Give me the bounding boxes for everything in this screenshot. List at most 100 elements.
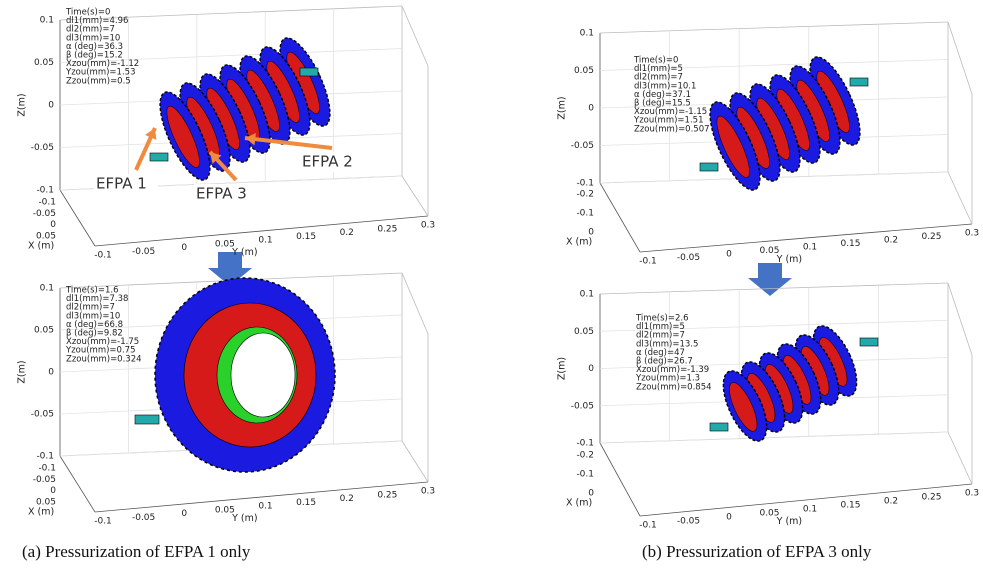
x-tick-label: 0	[50, 486, 56, 496]
z-axis-label: Z(m)	[17, 360, 28, 383]
y-tick-label: 0.05	[759, 509, 779, 519]
robot-illustration	[149, 37, 331, 181]
robot-end	[299, 67, 319, 77]
y-tick-label: 0.15	[296, 498, 316, 508]
axis-edge	[599, 182, 641, 253]
y-tick-label: 0.2	[340, 494, 354, 504]
callout-bg	[300, 152, 364, 172]
callout-label: EFPA 1	[96, 175, 147, 193]
x-tick-label: 0	[50, 220, 56, 230]
robot-end	[709, 422, 729, 432]
z-tick-label: 0.1	[40, 284, 54, 294]
y-axis-label: Y (m)	[231, 513, 258, 524]
state-readout: β (deg)=15.2	[66, 51, 123, 61]
axis-edge	[401, 175, 429, 217]
y-tick-label: 0.05	[215, 505, 235, 515]
y-tick-label: 0.1	[803, 505, 817, 515]
x-tick-label: -0.1	[576, 470, 594, 480]
axis-edge	[401, 440, 429, 483]
y-axis-label: Y (m)	[231, 247, 258, 258]
y-tick-label: -0.1	[94, 517, 112, 527]
axis-edge	[59, 189, 96, 247]
y-tick-label: 0	[726, 513, 732, 523]
axis-edge	[401, 5, 429, 67]
callout-arrowhead	[145, 128, 157, 140]
callout-label: EFPA 3	[196, 185, 247, 203]
y-tick-label: 0	[181, 243, 187, 253]
y-tick-label: 0.1	[258, 502, 272, 512]
x-tick-label: -0.1	[576, 209, 594, 219]
state-readout: Xzou(mm)=-1.39	[636, 365, 709, 375]
state-readout: Xzou(mm)=-1.12	[66, 59, 139, 69]
z-tick-label: -0.1	[36, 452, 54, 462]
y-tick-label: 0.15	[840, 501, 860, 511]
z-tick-label: 0	[48, 368, 54, 378]
axis-edge	[599, 21, 949, 34]
state-readout: β (deg)=15.5	[634, 99, 691, 109]
state-readout: dl2(mm)=7	[634, 73, 683, 83]
x-axis-label: X (m)	[566, 498, 592, 509]
robot-illustration	[709, 325, 879, 442]
z-axis-label: Z(m)	[557, 357, 568, 380]
robot-core	[166, 105, 200, 168]
axis-edge	[94, 481, 429, 513]
state-readout: dl3(mm)=10	[66, 311, 120, 321]
y-tick-label: 0.15	[840, 239, 860, 249]
robot-end	[859, 337, 879, 347]
z-axis-label: Z(m)	[17, 93, 28, 116]
y-tick-label: 0.25	[377, 224, 397, 234]
robot-illustration	[134, 277, 336, 473]
state-readout: Zzou(mm)=0.324	[66, 354, 142, 364]
callout-arrowhead	[210, 152, 222, 164]
y-tick-label: 0.1	[258, 236, 272, 246]
axis-edge	[599, 442, 641, 517]
x-tick-label: -0.2	[576, 451, 594, 461]
state-readout: Time(s)=0	[633, 56, 678, 66]
y-tick-label: 0.25	[377, 490, 397, 500]
x-axis-label: X (m)	[566, 237, 592, 248]
z-tick-label: 0.1	[40, 16, 54, 26]
state-readout: Zzou(mm)=0.507	[634, 124, 710, 134]
state-readout: Yzou(mm)=0.75	[65, 346, 135, 356]
x-tick-label: -0.2	[576, 190, 594, 200]
axis-edge	[59, 455, 96, 513]
transition-arrows	[208, 252, 792, 296]
z-tick-label: -0.1	[576, 179, 594, 189]
state-readout: α (deg)=37.1	[634, 90, 691, 100]
axis-edge	[599, 59, 949, 71]
z-tick-label: 0	[588, 104, 594, 114]
state-readout: dl2(mm)=7	[66, 303, 115, 313]
state-readout: α (deg)=66.8	[66, 320, 123, 330]
x-axis-label: X (m)	[28, 241, 54, 252]
axis-edge	[639, 483, 973, 517]
callout-arrow	[244, 136, 333, 150]
axis-edge	[639, 223, 973, 253]
robot-end	[149, 152, 169, 162]
robot-end	[699, 162, 719, 172]
y-tick-label: 0.1	[803, 243, 817, 253]
axis-edge	[94, 215, 429, 247]
callout-label: EFPA 2	[302, 153, 353, 171]
z-tick-label: 0.05	[574, 66, 594, 76]
x-axis-label: X (m)	[28, 507, 54, 518]
y-axis-label: Y (m)	[776, 254, 803, 265]
axis-edge	[947, 282, 973, 356]
axis-edge	[401, 272, 429, 335]
state-readout: dl1(mm)=7.38	[66, 294, 128, 304]
y-tick-label: 0.05	[759, 246, 779, 256]
axis-edge	[599, 431, 949, 444]
state-readout: dl3(mm)=13.5	[636, 339, 698, 349]
y-tick-label: -0.05	[132, 247, 155, 257]
y-tick-label: 0.3	[965, 489, 979, 499]
y-tick-label: 0	[181, 509, 187, 519]
z-tick-label: 0.1	[580, 29, 594, 39]
y-tick-label: -0.1	[639, 521, 657, 531]
x-tick-label: 0.05	[36, 498, 56, 508]
z-tick-label: 0	[48, 101, 54, 111]
y-tick-label: -0.05	[677, 517, 700, 527]
state-readout: Xzou(mm)=-1.15	[634, 107, 707, 117]
robot-hole	[230, 332, 296, 418]
state-readout: β (deg)=26.7	[636, 357, 693, 367]
z-tick-label: 0.05	[34, 326, 54, 336]
